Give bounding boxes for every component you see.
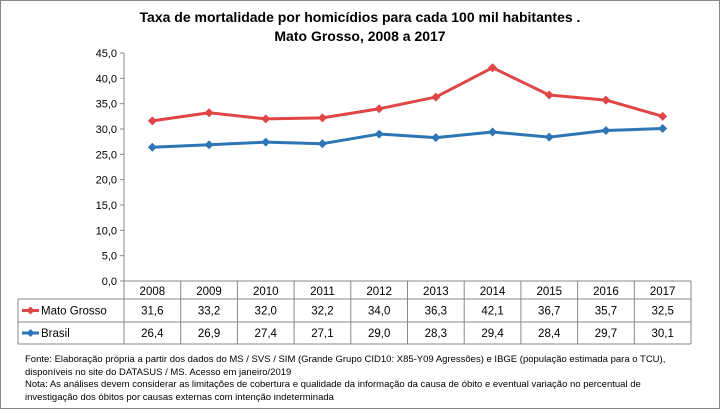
y-tick-label: 25,0 <box>96 149 117 161</box>
x-category-label: 2011 <box>310 286 335 298</box>
x-category-label: 2016 <box>593 286 619 298</box>
data-point <box>317 139 327 149</box>
data-label: 36,7 <box>538 306 560 318</box>
footnote-source-cont: disponíveis no site do DATASUS / MS. Ace… <box>25 366 292 378</box>
data-point <box>374 129 384 139</box>
data-label: 42,1 <box>481 306 503 318</box>
data-label: 36,3 <box>425 306 447 318</box>
data-point <box>147 142 157 152</box>
data-label: 32,5 <box>651 306 673 318</box>
y-tick-label: 5,0 <box>102 251 117 263</box>
line-chart: 0,0 5,0 10,0 15,0 20,0 25,0 30,0 35,0 40,0 45,0 20… <box>17 48 692 345</box>
data-point <box>261 137 271 147</box>
data-point <box>488 127 498 137</box>
data-label: 32,0 <box>255 306 277 318</box>
data-label: 29,7 <box>595 328 617 340</box>
data-point <box>431 92 441 102</box>
data-label: 28,4 <box>538 328 561 340</box>
data-label: 29,0 <box>368 328 390 340</box>
data-label: 28,3 <box>425 328 447 340</box>
data-point <box>204 140 214 150</box>
data-label: 29,4 <box>481 328 504 340</box>
series-line <box>152 66 664 123</box>
x-category-label: 2017 <box>650 286 676 298</box>
data-point <box>658 123 668 133</box>
data-point <box>147 116 157 126</box>
data-point <box>204 108 214 118</box>
x-category-label: 2012 <box>366 286 392 298</box>
x-category-label: 2008 <box>140 286 166 298</box>
x-category-label: 2013 <box>423 286 449 298</box>
y-tick-label: 40,0 <box>96 73 117 85</box>
x-category-label: 2014 <box>480 286 506 298</box>
data-label: 26,9 <box>198 328 220 340</box>
data-point <box>374 104 384 114</box>
chart-title: Taxa de mortalidade por homicídios para … <box>1 8 719 46</box>
data-label: 33,2 <box>198 306 220 318</box>
series-mato-grosso: Mato Grosso 31,6 33,2 32,0 32,2 34,0 36,3 42,1 3… <box>22 63 674 318</box>
footnote-note-cont: investigação dos óbitos por causas exter… <box>25 391 334 403</box>
y-tick-label: 30,0 <box>96 124 117 136</box>
y-tick-label: 10,0 <box>96 225 117 237</box>
x-category-label: 2010 <box>253 286 279 298</box>
data-point <box>488 63 498 73</box>
data-label: 35,7 <box>595 306 617 318</box>
y-tick-label: 15,0 <box>96 200 117 212</box>
y-tick-label: 45,0 <box>96 48 117 60</box>
data-label: 34,0 <box>368 306 390 318</box>
data-point <box>601 95 611 105</box>
data-point <box>261 114 271 124</box>
title-line-2: Mato Grosso, 2008 a 2017 <box>274 28 446 44</box>
series-brasil: Brasil 26,4 26,9 27,4 27,1 29,0 28,3 29,4 28,4 29… <box>22 123 674 340</box>
data-label: 30,1 <box>651 328 673 340</box>
data-point <box>544 90 554 100</box>
footnote-source: Fonte: Elaboração própria a partir dos d… <box>25 354 666 365</box>
legend-key-marker <box>26 306 35 315</box>
series-line <box>152 126 663 149</box>
footnote: Fonte: Elaboração própria a partir dos d… <box>25 354 715 404</box>
legend-key-marker <box>26 329 35 337</box>
data-point <box>431 133 441 143</box>
data-point <box>601 126 611 136</box>
title-line-1: Taxa de mortalidade por homicídios para … <box>139 9 581 25</box>
data-point <box>317 113 327 123</box>
y-tick-label: 0,0 <box>102 276 117 288</box>
data-point <box>658 111 668 121</box>
data-label: 27,4 <box>255 328 278 340</box>
x-category-label: 2009 <box>196 286 222 298</box>
x-category-label: 2015 <box>536 286 562 298</box>
data-label: 26,4 <box>141 328 164 340</box>
footnote-note: Nota: As análises devem considerar as li… <box>25 379 641 390</box>
data-label: 31,6 <box>141 306 163 318</box>
data-point <box>544 132 554 142</box>
y-tick-label: 35,0 <box>96 99 117 111</box>
legend-label: Mato Grosso <box>41 306 107 318</box>
data-label: 27,1 <box>311 328 333 340</box>
data-label: 32,2 <box>311 306 333 318</box>
y-tick-label: 20,0 <box>96 175 117 187</box>
legend-label: Brasil <box>41 328 70 340</box>
